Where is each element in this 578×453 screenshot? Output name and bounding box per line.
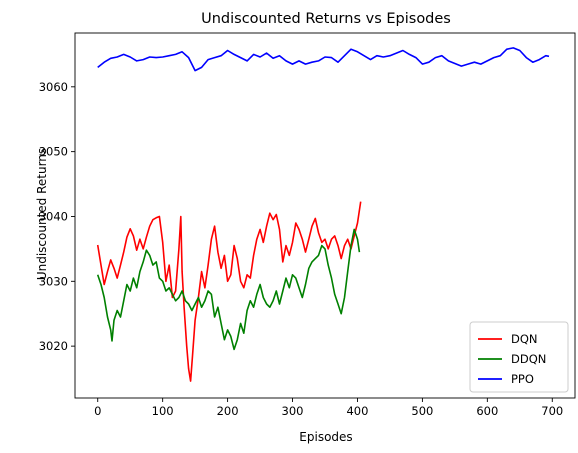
y-tick-label: 3040 bbox=[39, 209, 68, 223]
y-axis-label: Undiscounted Returns bbox=[35, 148, 49, 280]
x-tick-label: 600 bbox=[476, 404, 498, 418]
y-tick-label: 3050 bbox=[39, 145, 68, 159]
y-tick-label: 3060 bbox=[39, 80, 68, 94]
series-line-dqn bbox=[96, 201, 362, 382]
plot-area: 0 100 200 300 400 500 600 700 3020 3030 3040 3050 30… bbox=[39, 32, 576, 418]
x-tick-label: 200 bbox=[217, 404, 239, 418]
chart-title: Undiscounted Returns vs Episodes bbox=[201, 11, 451, 27]
plot-frame bbox=[74, 32, 576, 399]
legend-label-dqn: DQN bbox=[511, 332, 538, 346]
x-tick-label: 500 bbox=[411, 404, 433, 418]
series-line-ddqn bbox=[96, 228, 361, 351]
x-tick-label: 300 bbox=[282, 404, 304, 418]
x-axis-label: Episodes bbox=[299, 430, 352, 444]
legend-label-ddqn: DDQN bbox=[511, 352, 546, 366]
x-tick-label: 400 bbox=[346, 404, 368, 418]
y-tick-label: 3020 bbox=[39, 339, 68, 353]
legend-label-ppo: PPO bbox=[511, 372, 534, 386]
x-tick-label: 100 bbox=[152, 404, 174, 418]
y-tick-label: 3030 bbox=[39, 274, 68, 288]
series-line-ppo bbox=[97, 47, 550, 72]
x-tick-label: 700 bbox=[541, 404, 563, 418]
x-tick-label: 0 bbox=[94, 404, 101, 418]
